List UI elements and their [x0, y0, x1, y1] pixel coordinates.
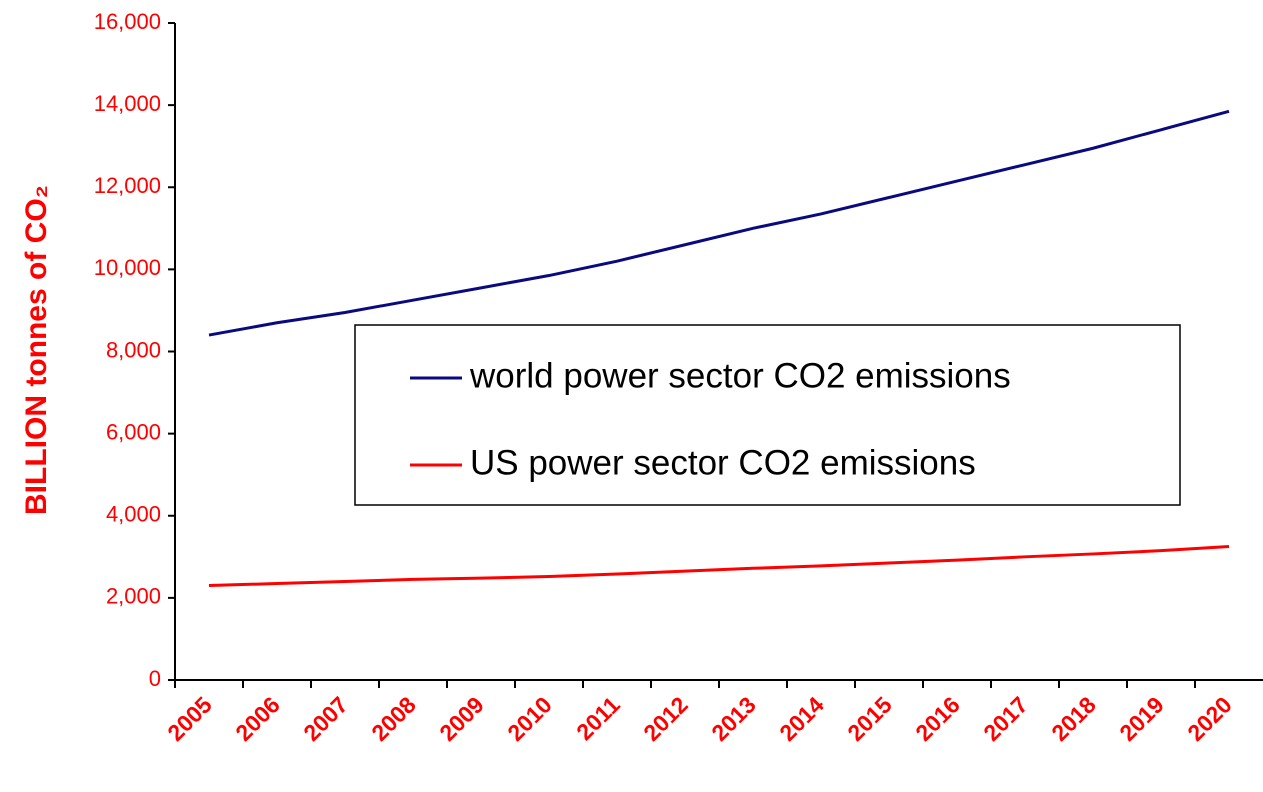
x-tick-label: 2016	[910, 691, 965, 746]
x-tick-label: 2007	[298, 691, 353, 746]
x-tick-label: 2005	[162, 691, 217, 746]
x-tick-label: 2006	[230, 691, 285, 746]
y-tick-label: 2,000	[106, 584, 161, 609]
y-tick-label: 4,000	[106, 502, 161, 527]
x-tick-label: 2018	[1046, 691, 1101, 746]
y-tick-label: 0	[149, 666, 161, 691]
x-tick-label: 2014	[774, 691, 829, 746]
y-tick-label: 10,000	[94, 255, 161, 280]
legend-label: world power sector CO2 emissions	[469, 356, 1011, 395]
x-tick-label: 2010	[502, 691, 557, 746]
x-tick-label: 2011	[571, 691, 625, 745]
legend-box	[354, 324, 1181, 506]
y-tick-label: 8,000	[106, 337, 161, 362]
x-tick-label: 2020	[1182, 691, 1237, 746]
y-tick-label: 16,000	[94, 9, 161, 34]
legend-label: US power sector CO2 emissions	[470, 443, 976, 482]
x-tick-label: 2009	[434, 691, 489, 746]
x-tick-label: 2013	[706, 691, 761, 746]
x-tick-label: 2019	[1114, 691, 1169, 746]
x-tick-label: 2015	[842, 691, 897, 746]
series-line	[208, 109, 1230, 337]
x-tick-label: 2008	[366, 691, 421, 746]
x-tick-label: 2012	[638, 691, 693, 746]
y-axis-label: BILLION tonnes of CO₂	[20, 185, 53, 515]
y-tick-label: 14,000	[94, 91, 161, 116]
x-tick-label: 2017	[978, 691, 1033, 746]
series-line	[208, 545, 1230, 588]
y-tick-label: 12,000	[94, 173, 161, 198]
y-tick-label: 6,000	[106, 419, 161, 444]
